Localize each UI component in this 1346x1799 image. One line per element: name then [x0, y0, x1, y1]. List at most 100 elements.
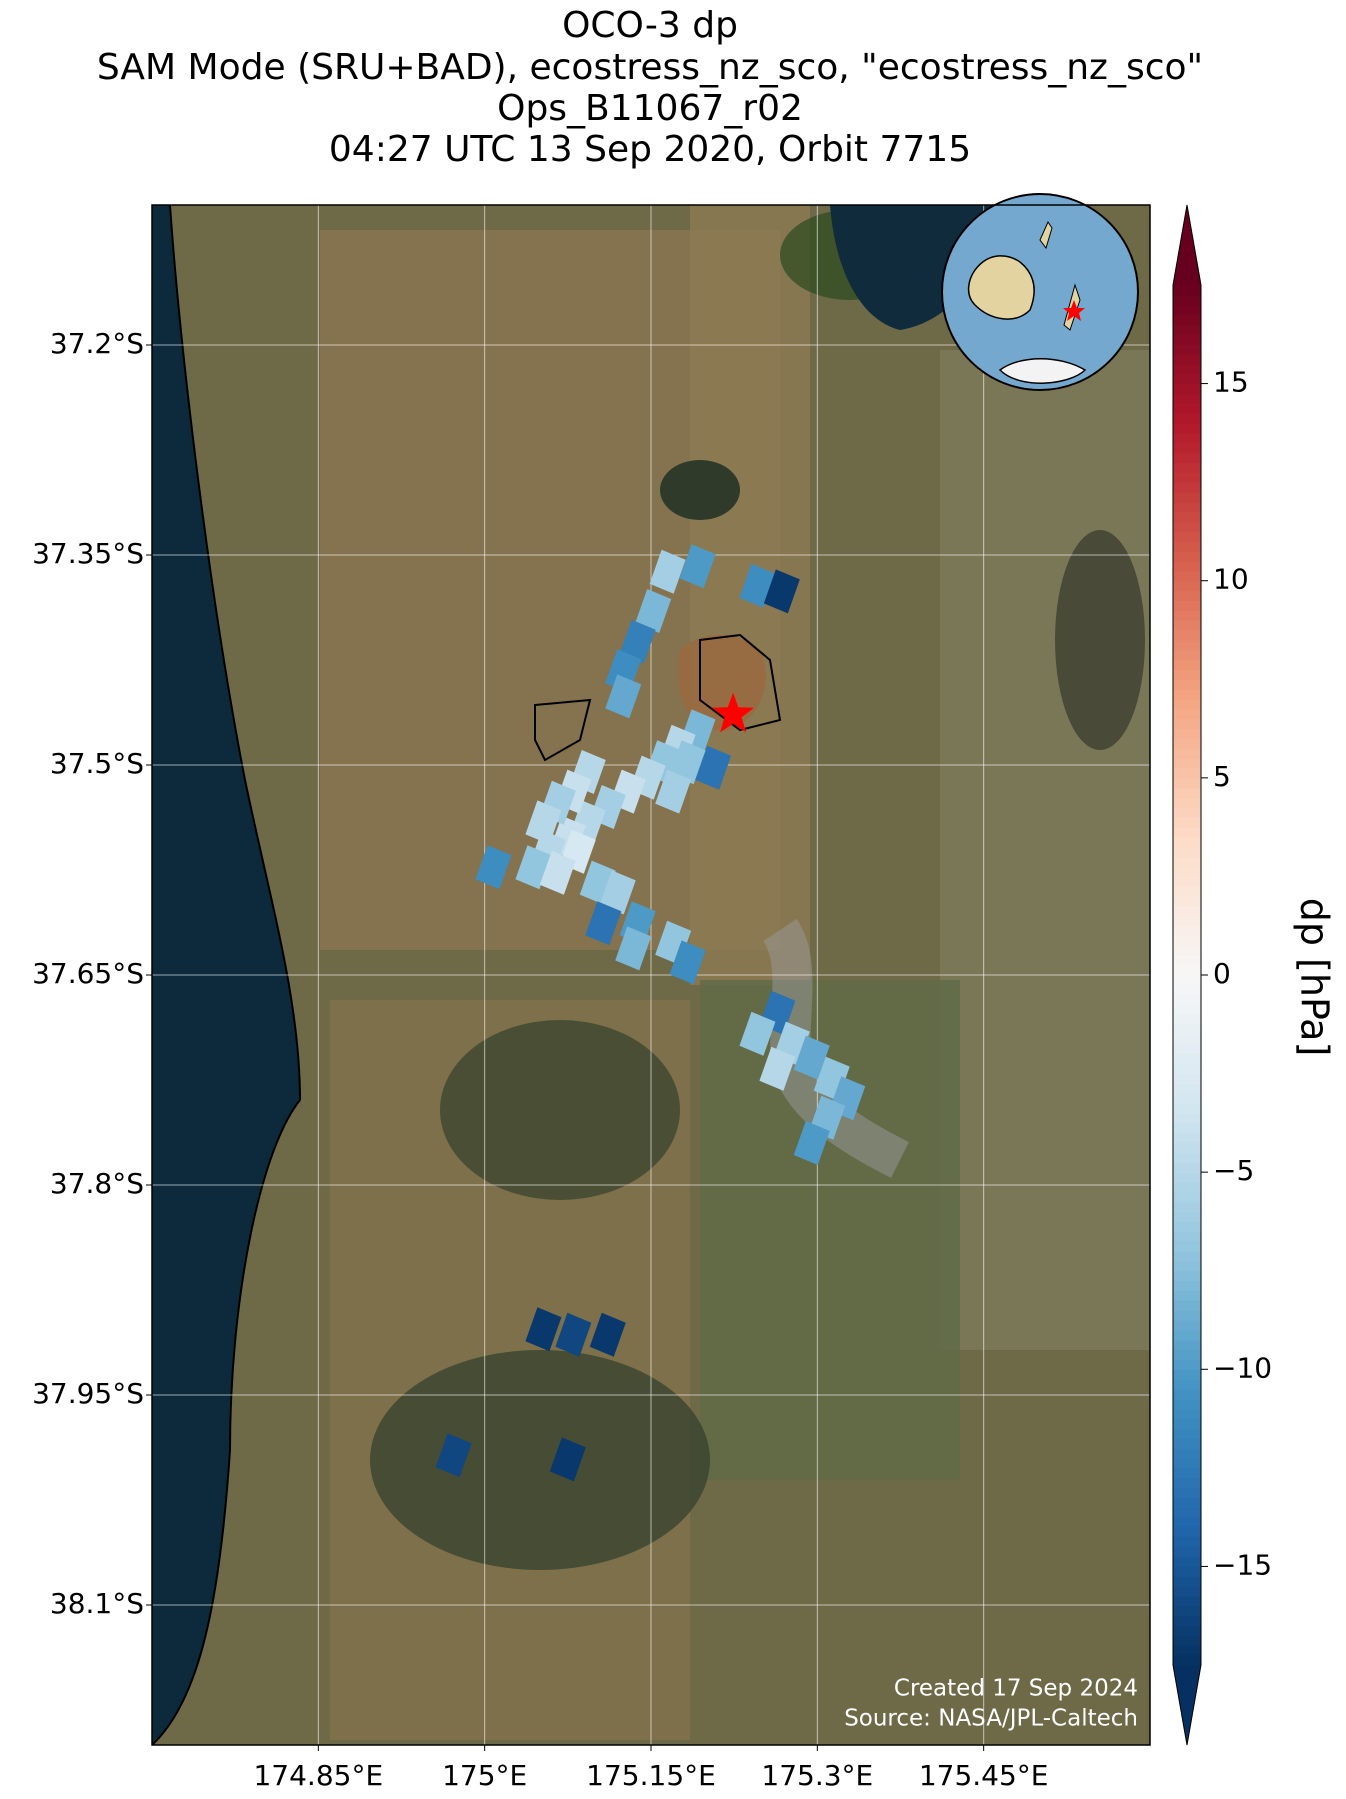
colorbar-segment — [1173, 994, 1201, 1006]
colorbar-segment — [1173, 984, 1201, 996]
colorbar-segment — [1173, 531, 1201, 542]
colorbar-segment — [1173, 1448, 1201, 1459]
footprint — [549, 1437, 586, 1482]
y-tick-label: 37.35°S — [32, 537, 144, 570]
colorbar-segment — [1173, 1211, 1201, 1223]
colorbar-segment — [1173, 1389, 1201, 1400]
colorbar-segment — [1173, 403, 1201, 414]
annotation: Created 17 Sep 2024 — [894, 1676, 1138, 1702]
footprint — [679, 544, 716, 589]
colorbar-segment — [1173, 1546, 1201, 1558]
colorbar-segment — [1173, 1605, 1201, 1617]
footprint — [475, 845, 512, 890]
colorbar-segment — [1173, 669, 1201, 680]
colorbar-tick-label: 10 — [1213, 563, 1249, 596]
colorbar-segment — [1173, 1300, 1201, 1311]
colorbar-segment — [1173, 551, 1201, 562]
coastline — [152, 205, 302, 1745]
footprint — [695, 745, 732, 790]
australia — [967, 255, 1035, 320]
colorbar-segment — [1173, 639, 1201, 651]
colorbar-segment — [1173, 1014, 1201, 1025]
x-tick-label: 174.85°E — [253, 1759, 383, 1792]
colorbar-tick-label: 15 — [1213, 366, 1249, 399]
colorbar-segment — [1173, 580, 1201, 592]
colorbar-segment — [1173, 787, 1201, 799]
colorbar-segment — [1173, 1044, 1201, 1055]
colorbar-frame — [1172, 204, 1202, 1746]
colorbar-segment — [1173, 768, 1201, 779]
boundary — [699, 633, 782, 732]
footprint — [635, 589, 672, 633]
colorbar-segment — [1173, 1024, 1201, 1035]
colorbar-segment — [1173, 472, 1201, 483]
title-line: SAM Mode (SRU+BAD), ecostress_nz_sco, "e… — [97, 47, 1203, 88]
colorbar-segment — [1173, 1458, 1201, 1469]
y-tick-label: 37.5°S — [50, 747, 144, 780]
y-tick-label: 38.1°S — [50, 1587, 144, 1620]
colorbar-segment — [1173, 1162, 1201, 1173]
colorbar-segment — [1173, 1103, 1201, 1114]
colorbar-segment — [1173, 1339, 1201, 1351]
colorbar-tick-label: −15 — [1213, 1548, 1272, 1581]
colorbar-segment — [1173, 1497, 1201, 1508]
footprint — [655, 769, 692, 814]
colorbar-segment — [1173, 1596, 1201, 1607]
colorbar-segment — [1173, 1487, 1201, 1499]
colorbar-segment — [1173, 955, 1201, 966]
colorbar-segment — [1173, 945, 1201, 956]
footprint — [435, 1433, 472, 1478]
land-fragment — [1039, 220, 1053, 250]
colorbar-segment — [1173, 699, 1201, 710]
inset-star — [1063, 300, 1085, 321]
colorbar-segment — [1173, 1191, 1201, 1203]
colorbar-segment — [1173, 1359, 1201, 1370]
colorbar-segment — [1173, 1310, 1201, 1321]
footprint — [619, 619, 656, 664]
colorbar-segment — [1173, 452, 1201, 464]
forest — [370, 1350, 710, 1570]
harbour — [830, 205, 1000, 330]
colorbar-segment — [1173, 590, 1201, 602]
colorbar-segment — [1173, 610, 1201, 621]
colorbar-segment — [1173, 432, 1201, 444]
forest — [440, 1020, 680, 1200]
footprint — [793, 1121, 830, 1165]
footprint — [539, 850, 576, 895]
colorbar-segment — [1173, 728, 1201, 740]
colorbar-segment — [1173, 1063, 1201, 1075]
colorbar-segment — [1173, 1586, 1201, 1597]
colorbar-segment — [1173, 1379, 1201, 1390]
colorbar-segment — [1173, 1369, 1201, 1380]
colorbar-segment — [1173, 1053, 1201, 1065]
footprint — [739, 1011, 776, 1056]
colorbar-segment — [1173, 442, 1201, 454]
colorbar-segment — [1173, 363, 1201, 375]
colorbar-segment — [1173, 1536, 1201, 1548]
colorbar-segment — [1173, 817, 1201, 828]
footprint — [669, 940, 706, 985]
y-tick-label: 37.65°S — [32, 957, 144, 990]
colorbar-segment — [1173, 1152, 1201, 1163]
forest — [660, 460, 740, 520]
colorbar-segment — [1173, 1527, 1201, 1538]
colorbar-segment — [1173, 758, 1201, 769]
colorbar-segment — [1173, 1251, 1201, 1262]
annotation: Source: NASA/JPL-Caltech — [844, 1706, 1138, 1732]
title-line: OCO-3 dp — [562, 5, 738, 46]
colorbar-label: dp [hPa] — [1293, 898, 1337, 1057]
globe — [941, 193, 1139, 391]
colorbar-segment — [1173, 570, 1201, 582]
colorbar-segment — [1173, 748, 1201, 759]
colorbar-segment — [1173, 1625, 1201, 1637]
x-tick-label: 175.15°E — [586, 1759, 716, 1792]
colorbar-segment — [1173, 1408, 1201, 1420]
footprint — [605, 674, 642, 719]
y-tick-label: 37.95°S — [32, 1377, 144, 1410]
colorbar-segment — [1173, 1280, 1201, 1292]
footprint — [555, 1312, 592, 1357]
colorbar-segment — [1173, 777, 1201, 789]
colorbar-segment — [1173, 1576, 1201, 1587]
colorbar-segment — [1173, 925, 1201, 937]
colorbar-segment — [1173, 1635, 1201, 1646]
